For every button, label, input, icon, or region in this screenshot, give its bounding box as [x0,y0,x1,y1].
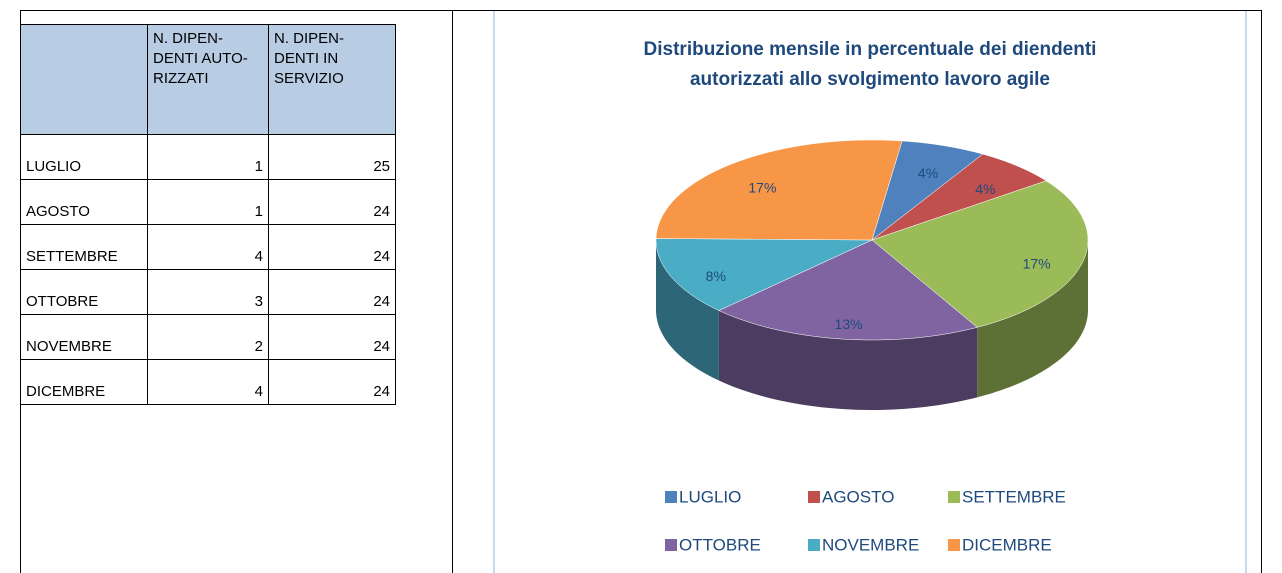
legend-swatch [665,539,677,551]
legend-swatch [808,539,820,551]
legend-swatch [808,491,820,503]
table-cell: 1 [147,179,269,225]
pie-side [718,310,978,410]
legend-label: LUGLIO [679,487,741,506]
table-row: AGOSTO 1 24 [20,179,396,225]
legend-label: DICEMBRE [962,535,1052,554]
legend-swatch [948,491,960,503]
header-cell: N. DIPEN- DENTI AUTO- RIZZATI [147,24,269,135]
header-cell [20,24,148,135]
legend-label: NOVEMBRE [822,535,919,554]
table-row: OTTOBRE 3 24 [20,269,396,315]
frame-right [1261,10,1262,573]
table-cell: 4 [147,224,269,270]
table-row: NOVEMBRE 2 24 [20,314,396,360]
data-table: N. DIPEN- DENTI AUTO- RIZZATI N. DIPEN- DENT… [20,24,396,405]
data-label: 17% [1023,255,1051,271]
table-cell: NOVEMBRE [20,314,148,360]
pie-slice [655,139,903,241]
table-cell: 3 [147,269,269,315]
legend-swatch [948,539,960,551]
table-cell: 2 [147,314,269,360]
header-line: DENTI AUTO- [153,50,248,67]
pie-slice [871,180,1089,328]
chart-title: Distribuzione mensile in percentuale dei… [644,39,1097,60]
table-row: SETTEMBRE 4 24 [20,224,396,270]
data-label: 8% [706,268,726,284]
frame-divider [452,10,453,573]
pie-slice [655,238,873,311]
pie-side [656,240,719,381]
legend-label: OTTOBRE [679,535,761,554]
table-cell: AGOSTO [20,179,148,225]
pie-slice [871,153,1047,241]
pie-slice [871,140,984,241]
header-row: N. DIPEN- DENTI AUTO- RIZZATI N. DIPEN- DENT… [20,24,396,135]
table-cell: 4 [147,359,269,405]
data-label: 13% [835,316,863,332]
chart-title: autorizzati allo svolgimento lavoro agil… [690,69,1050,90]
data-label: 4% [975,181,995,197]
header-line: SERVIZIO [274,70,344,87]
legend-label: AGOSTO [822,487,894,506]
table-cell: 24 [268,224,396,270]
header-line: N. DIPEN- [274,30,345,47]
header-cell: N. DIPEN- DENTI IN SERVIZIO [268,24,396,135]
header-line: DENTI IN [274,50,339,67]
pie-side [977,240,1088,398]
table-cell: OTTOBRE [20,269,148,315]
data-label: 4% [918,165,938,181]
table-cell: LUGLIO [20,134,148,180]
chart-area [493,11,1247,573]
data-label: 17% [748,179,776,195]
legend-label: SETTEMBRE [962,487,1066,506]
header-line: N. DIPEN- [153,30,224,47]
pie-slice [718,239,978,341]
table-row: DICEMBRE 4 24 [20,359,396,405]
legend-swatch [665,491,677,503]
frame-top [20,10,1262,11]
header-line: RIZZATI [153,70,209,87]
table-cell: 24 [268,179,396,225]
table-cell: DICEMBRE [20,359,148,405]
table-cell: 24 [268,359,396,405]
table-cell: 25 [268,134,396,180]
